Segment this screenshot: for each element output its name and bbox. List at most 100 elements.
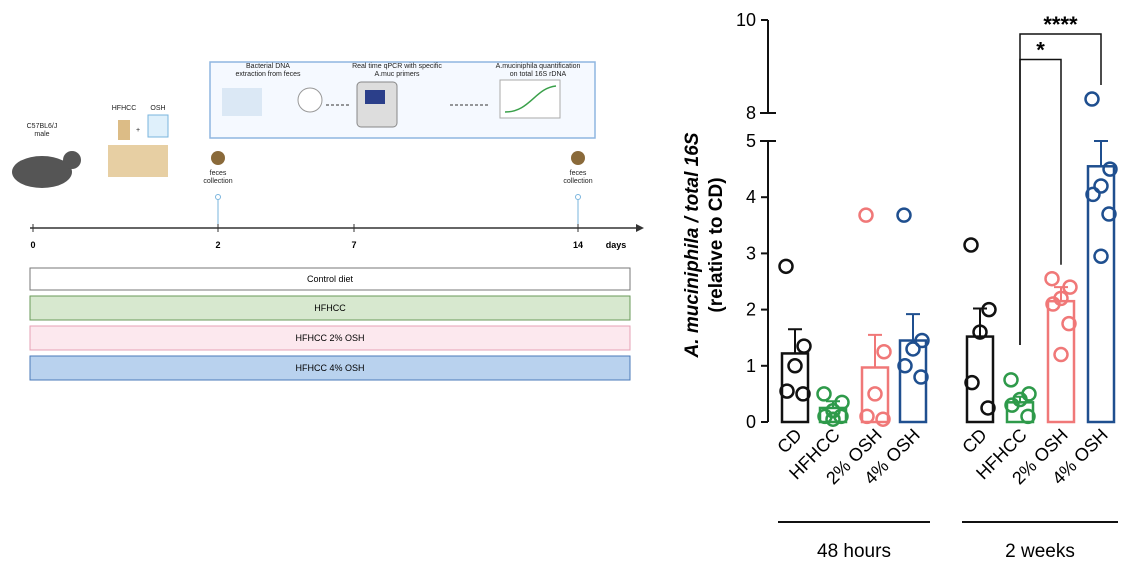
y-tick-label: 4 <box>746 187 756 207</box>
data-point <box>1085 186 1101 203</box>
data-point <box>963 237 979 253</box>
data-point <box>897 358 913 374</box>
data-point <box>1084 91 1100 107</box>
data-point <box>858 207 874 223</box>
curve <box>504 85 557 113</box>
data-point <box>876 344 892 360</box>
group-bar <box>29 267 631 291</box>
mouse-head <box>63 151 81 169</box>
bar <box>1086 165 1116 424</box>
data-point <box>896 207 912 223</box>
collection-dot <box>215 194 221 200</box>
error-bar <box>868 333 882 368</box>
x-tick-label: CD <box>958 425 991 458</box>
data-point <box>981 301 997 318</box>
qpcr-icon <box>356 81 398 128</box>
bar <box>898 339 928 424</box>
timeline-label: 0 <box>30 240 35 250</box>
data-point <box>778 258 794 275</box>
y-tick-label: 3 <box>746 243 756 263</box>
group-label: 2 weeks <box>1005 541 1075 562</box>
group-label: HFHCC 4% OSH <box>295 363 364 373</box>
group-label: Control diet <box>307 274 354 284</box>
bar <box>965 335 995 424</box>
feces-icon <box>211 151 225 165</box>
data-point <box>1093 248 1109 264</box>
data-point <box>1004 397 1020 413</box>
y-tick-label: 10 <box>736 10 756 30</box>
data-point <box>816 386 832 402</box>
data-point <box>795 386 811 402</box>
data-point <box>1102 161 1118 177</box>
bacteria-icon <box>222 88 262 116</box>
supplement-label: OSH <box>150 105 165 112</box>
collection-label: feces collection <box>203 170 232 185</box>
y-label: (relative to CD) <box>706 177 727 312</box>
timeline-label: 14 <box>573 240 583 250</box>
step-label: Bacterial DNA extraction from feces <box>236 63 301 78</box>
data-point <box>914 332 930 349</box>
y-tick-label: 2 <box>746 300 756 320</box>
schematic-text: C57BL6/J male HFHCC + OSH Bacterial DNA ex… <box>27 63 627 373</box>
data-point <box>867 386 883 402</box>
collection-dot <box>575 194 581 200</box>
group-label: HFHCC 2% OSH <box>295 333 364 343</box>
group-label: HFHCC <box>314 303 346 313</box>
data-point <box>972 324 988 340</box>
error-bar <box>1054 286 1068 302</box>
data-point <box>787 358 803 374</box>
plus: + <box>136 127 140 134</box>
timeline-arrow <box>636 224 644 232</box>
data-point <box>1044 270 1060 287</box>
step-label: A.muciniphila quantification on total 16S… <box>496 63 581 78</box>
data-point <box>817 408 833 425</box>
data-point <box>1093 178 1109 194</box>
diet-label: HFHCC <box>112 105 137 112</box>
mouse-icon <box>12 156 72 188</box>
qpcr-screen <box>365 90 385 104</box>
group-label: 48 hours <box>817 541 891 562</box>
data-point <box>1045 296 1061 312</box>
osh-icon <box>147 114 169 138</box>
significance-label: * <box>1036 38 1045 63</box>
data-point <box>796 338 812 354</box>
significance-label: **** <box>1043 12 1078 37</box>
timeline-ticks <box>32 224 579 232</box>
collection-line <box>217 197 579 228</box>
data-point <box>779 383 795 399</box>
data-point <box>980 400 996 416</box>
data-point <box>1061 315 1077 332</box>
data-point <box>1101 206 1117 222</box>
y-tick-label: 5 <box>746 131 756 151</box>
group-bar <box>29 325 631 351</box>
timeline-label: 7 <box>351 240 356 250</box>
collection-label: feces collection <box>563 170 592 185</box>
error-bar <box>1094 140 1108 167</box>
group-bar <box>29 355 631 381</box>
chart: 0 1 2 3 4 5 8 10 A. muciniphila / total 16S (rela… <box>682 10 1118 562</box>
data-point <box>905 341 921 357</box>
data-point <box>825 411 841 427</box>
data-point <box>964 374 980 391</box>
data-point <box>1053 346 1069 363</box>
data-point <box>875 411 891 427</box>
data-point <box>913 369 929 385</box>
food-pile <box>108 145 168 177</box>
dish-icon <box>297 87 323 113</box>
mouse-label: C57BL6/J male <box>27 123 58 138</box>
data-point <box>1020 408 1036 425</box>
schematic <box>12 61 644 381</box>
timeline-label: 2 <box>215 240 220 250</box>
group-bar <box>29 295 631 321</box>
data-point <box>1062 279 1078 295</box>
timeline-unit: days <box>606 240 627 250</box>
data-point <box>859 408 875 425</box>
y-tick-label: 0 <box>746 412 756 432</box>
y-tick-label: 8 <box>746 103 756 123</box>
error-bar <box>906 313 920 341</box>
y-label: A. muciniphila / total 16S <box>682 132 703 358</box>
step-label: Real time qPCR with specific A.muc primer… <box>352 63 442 78</box>
significance-bracket <box>1019 33 1102 345</box>
data-point <box>1003 372 1019 388</box>
